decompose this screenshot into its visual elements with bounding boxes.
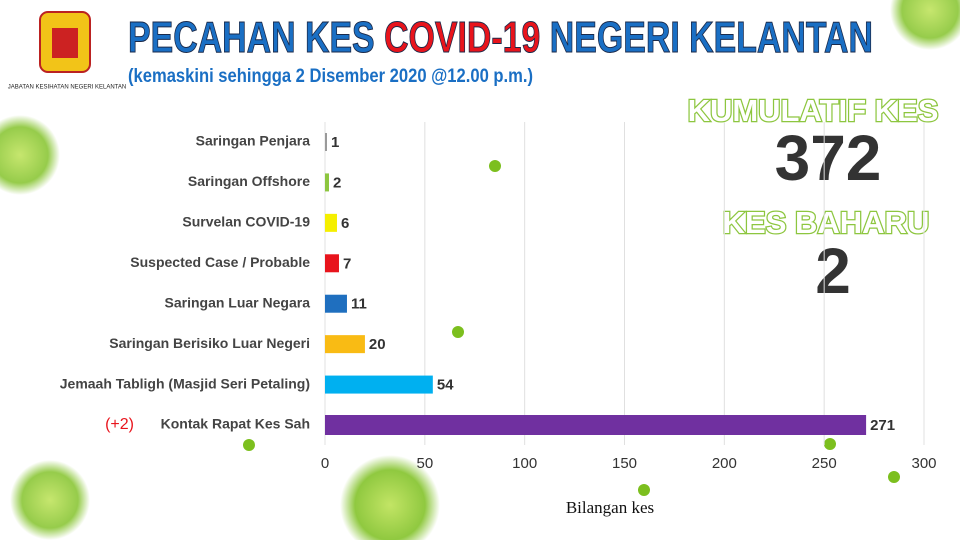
- value-label: 2: [333, 174, 341, 191]
- value-label: 20: [369, 336, 386, 353]
- x-tick-label: 100: [512, 455, 537, 472]
- y-tick-label: Suspected Case / Probable: [130, 254, 310, 270]
- y-tick-label: Saringan Offshore: [188, 173, 310, 189]
- logo: [39, 11, 91, 73]
- new-value: 2: [815, 235, 851, 307]
- title-part: PECAHAN KES: [128, 13, 384, 62]
- title-part: COVID-19: [384, 13, 540, 62]
- value-label: 1: [331, 134, 339, 151]
- title-part: NEGERI KELANTAN: [540, 13, 873, 62]
- bar: [325, 375, 433, 394]
- y-tick-label: Saringan Penjara: [196, 133, 311, 149]
- bar: [325, 213, 337, 232]
- bar: [325, 254, 339, 273]
- value-label: 54: [437, 377, 454, 394]
- x-tick-label: 50: [416, 455, 433, 472]
- subtitle: (kemaskini sehingga 2 Disember 2020 @12.…: [128, 66, 533, 87]
- cumulative-label: KUMULATIF KES: [688, 93, 939, 128]
- bar: [325, 415, 867, 435]
- y-tick-label: Kontak Rapat Kes Sah: [161, 416, 310, 432]
- value-label: 11: [351, 296, 367, 313]
- y-tick-label: Saringan Berisiko Luar Negeri: [109, 335, 310, 351]
- x-tick-label: 0: [321, 455, 329, 472]
- value-label: 6: [341, 215, 349, 232]
- bar: [325, 173, 329, 192]
- bar: [325, 294, 347, 313]
- y-tick-label: Saringan Luar Negara: [165, 294, 311, 310]
- new-case-note: (+2): [105, 416, 134, 433]
- title: PECAHAN KES COVID-19 NEGERI KELANTAN: [128, 13, 873, 62]
- agency: JABATAN KESIHATAN NEGERI KELANTAN: [8, 85, 126, 91]
- new-label: KES BAHARU: [723, 205, 930, 240]
- bar: [325, 133, 327, 151]
- value-label: 271: [870, 417, 895, 434]
- cumulative-value: 372: [775, 122, 882, 194]
- y-tick-label: Survelan COVID-19: [182, 214, 310, 230]
- plot: 0 50 100 150 200 250 300 Saringan Penjara 1 Sarin…: [60, 122, 937, 472]
- bar: [325, 335, 365, 354]
- value-label: 7: [343, 255, 351, 272]
- x-tick-label: 250: [812, 455, 837, 472]
- x-axis-label: Bilangan kes: [566, 498, 654, 517]
- x-tick-label: 300: [911, 455, 936, 472]
- y-tick-label: Jemaah Tabligh (Masjid Seri Petaling): [60, 375, 310, 391]
- x-tick-label: 150: [612, 455, 637, 472]
- x-tick-label: 200: [712, 455, 737, 472]
